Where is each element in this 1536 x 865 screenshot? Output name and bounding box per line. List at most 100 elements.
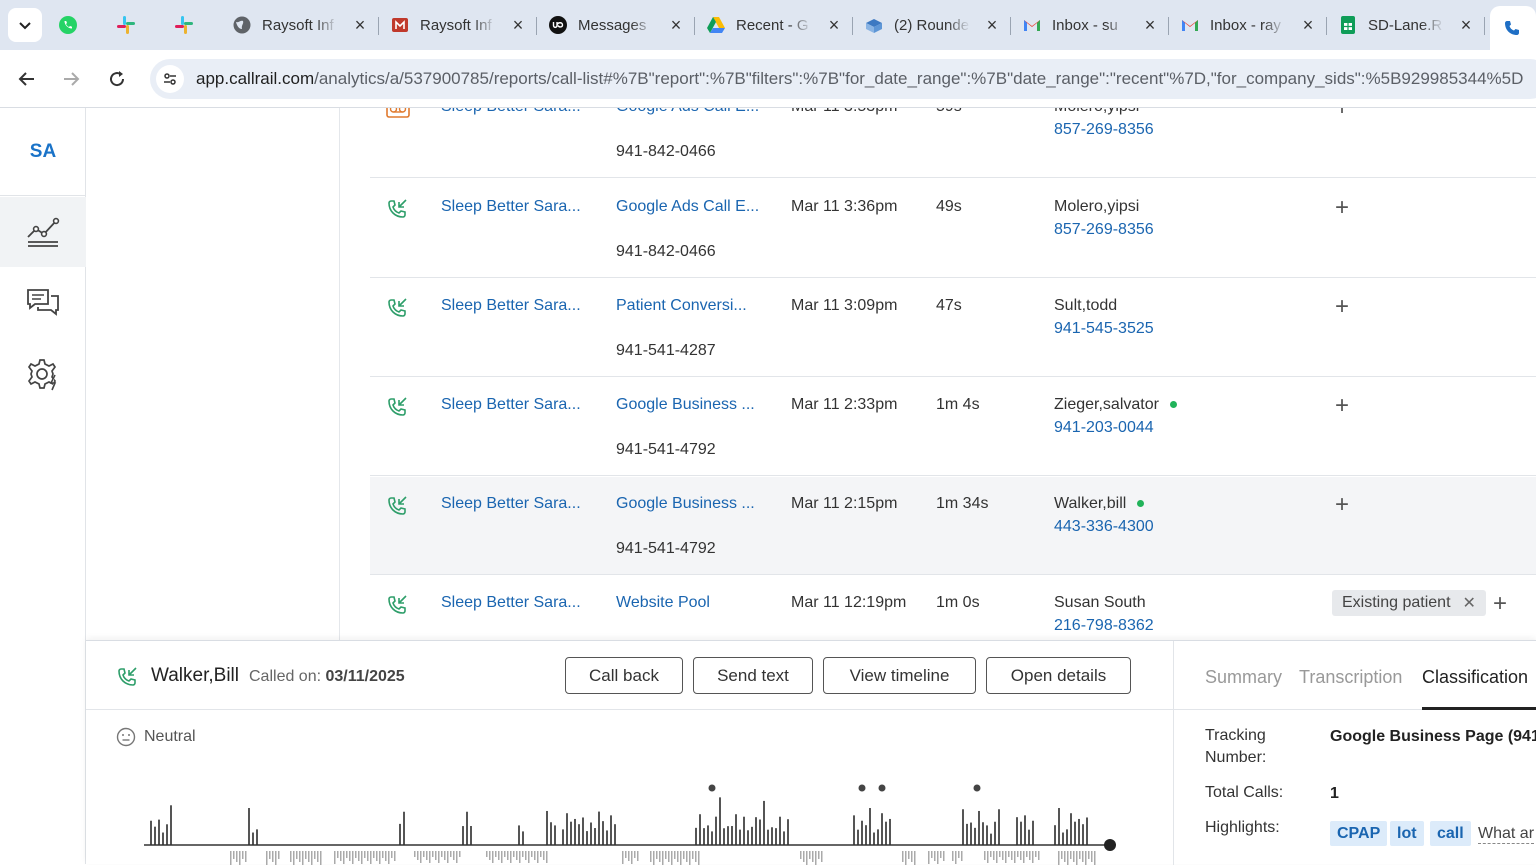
company-link[interactable]: Sleep Better Sara... (441, 396, 581, 413)
add-tag-button[interactable]: + (1335, 293, 1350, 320)
company-link[interactable]: Sleep Better Sara... (441, 495, 581, 512)
call-row[interactable]: Sleep Better Sara... Website Pool Mar 11 1… (370, 576, 1536, 642)
highlight-chip[interactable]: CPAP (1330, 821, 1388, 846)
whatsapp-icon (58, 15, 78, 35)
tag-label: Existing patient (1342, 594, 1451, 611)
source-link[interactable]: Google Business ... (616, 396, 755, 413)
account-logo[interactable]: SA (29, 141, 57, 162)
caller-name-text: Walker,bill (1054, 495, 1127, 512)
waveform-bar-secondary (1005, 851, 1007, 863)
add-tag-button[interactable]: + (1493, 590, 1508, 617)
highlight-question[interactable]: What ar (1478, 825, 1535, 844)
caller-phone-link[interactable]: 857-269-8356 (1054, 221, 1154, 238)
sidebar-item-analytics[interactable] (0, 197, 86, 267)
caller-phone-link[interactable]: 216-798-8362 (1054, 617, 1154, 634)
waveform-bar (248, 808, 250, 845)
address-bar[interactable]: app.callrail.com/analytics/a/537900785/r… (150, 59, 1536, 99)
waveform-bar-secondary (540, 851, 542, 857)
highlight-chip[interactable]: call (1430, 821, 1471, 846)
waveform-bar (853, 815, 855, 845)
tab-search-button[interactable] (8, 8, 42, 42)
call-row[interactable]: Sleep Better Sara... Google Business ... 9… (370, 477, 1536, 575)
close-tab-icon[interactable]: × (512, 14, 524, 35)
browser-tab[interactable] (1490, 6, 1536, 50)
waveform-bar-secondary (388, 851, 390, 864)
caller-phone-link[interactable]: 443-336-4300 (1054, 518, 1154, 535)
reload-button[interactable] (102, 64, 132, 94)
source-link[interactable]: Google Ads Call E... (616, 198, 760, 215)
waveform-bar (1054, 825, 1056, 845)
waveform-bar (154, 826, 156, 845)
close-tab-icon[interactable]: × (1460, 14, 1472, 35)
add-tag-button[interactable]: + (1335, 392, 1350, 419)
incoming-call-icon (386, 594, 408, 616)
company-link[interactable]: Sleep Better Sara... (441, 297, 581, 314)
view-timeline-button[interactable]: View timeline (823, 657, 976, 694)
waveform-bar (1070, 813, 1072, 845)
call-row[interactable]: Sleep Better Sara... Google Ads Call E...… (370, 108, 1536, 178)
close-tab-icon[interactable]: × (670, 14, 682, 35)
back-button[interactable] (12, 64, 42, 94)
remove-tag-icon[interactable]: ✕ (1462, 595, 1476, 612)
call-row[interactable]: Sleep Better Sara... Google Ads Call E...… (370, 180, 1536, 278)
waveform-bar-secondary (656, 851, 658, 859)
browser-tab[interactable]: Raysoft Inf × (232, 8, 368, 42)
tab-transcription[interactable]: Transcription (1299, 667, 1403, 687)
sidebar-item-conversations[interactable] (0, 268, 86, 338)
waveform-bar-secondary (364, 851, 366, 858)
close-tab-icon[interactable]: × (1144, 14, 1156, 35)
call-row[interactable]: Sleep Better Sara... Patient Conversi... 9… (370, 279, 1536, 377)
company-link[interactable]: Sleep Better Sara... (441, 594, 581, 611)
add-tag-button[interactable]: + (1335, 491, 1350, 518)
caller-phone-link[interactable]: 857-269-8356 (1054, 121, 1154, 138)
caller-name: Susan South (1054, 594, 1146, 612)
caller-phone-link[interactable]: 941-545-3525 (1054, 320, 1154, 337)
add-tag-button[interactable]: + (1335, 194, 1350, 221)
call-back-button[interactable]: Call back (565, 657, 683, 694)
waveform-bar-secondary (993, 851, 995, 860)
tab-classification[interactable]: Classification (1422, 667, 1529, 687)
close-tab-icon[interactable]: × (354, 14, 366, 35)
send-text-button[interactable]: Send text (693, 657, 813, 694)
forward-button[interactable] (56, 64, 86, 94)
waveform-bar (1078, 818, 1080, 845)
waveform-bar-secondary (305, 851, 307, 859)
browser-tab[interactable] (174, 8, 214, 42)
open-details-button[interactable]: Open details (986, 657, 1131, 694)
browser-tab[interactable]: Raysoft Inf × (390, 8, 526, 42)
browser-tab[interactable]: Inbox - ray × (1180, 8, 1316, 42)
browser-tab[interactable]: Inbox - su × (1022, 8, 1158, 42)
tab-summary[interactable]: Summary (1205, 667, 1283, 687)
site-info-button[interactable] (156, 65, 184, 93)
call-audio-waveform[interactable] (144, 777, 1124, 865)
close-tab-icon[interactable]: × (828, 14, 840, 35)
waveform-bar (150, 820, 152, 845)
caller-phone-link[interactable]: 941-203-0044 (1054, 419, 1154, 436)
call-duration: 59s (936, 108, 962, 116)
browser-tab[interactable]: Recent - G × (706, 8, 842, 42)
add-tag-button[interactable]: + (1335, 108, 1349, 122)
waveform-bar-secondary (961, 851, 963, 861)
waveform-bar-secondary (385, 851, 387, 861)
waveform-bar-secondary (1020, 851, 1022, 860)
close-tab-icon[interactable]: × (986, 14, 998, 35)
browser-tab[interactable] (116, 8, 156, 42)
browser-tab[interactable]: (2) Rounde × (864, 8, 1000, 42)
tab-separator (852, 17, 853, 35)
source-link[interactable]: Google Ads Call E... (616, 108, 759, 116)
sidebar-item-settings[interactable] (0, 339, 86, 409)
browser-tab[interactable]: SD-Lane.R × (1338, 8, 1474, 42)
company-link[interactable]: Sleep Better Sara... (441, 198, 581, 215)
browser-tab[interactable] (58, 8, 98, 42)
call-row[interactable]: Sleep Better Sara... Google Business ... 9… (370, 378, 1536, 476)
close-tab-icon[interactable]: × (1302, 14, 1314, 35)
source-link[interactable]: Google Business ... (616, 495, 755, 512)
highlight-chip[interactable]: lot (1390, 821, 1424, 846)
source-link[interactable]: Website Pool (616, 594, 710, 611)
browser-tab[interactable]: Messages × (548, 8, 684, 42)
source-link[interactable]: Patient Conversi... (616, 297, 747, 314)
waveform-bar-secondary (230, 851, 232, 865)
company-link[interactable]: Sleep Better Sara... (441, 108, 581, 116)
browser-tab-label: Inbox - ray (1210, 16, 1281, 34)
caller-name-text: Susan South (1054, 594, 1146, 611)
